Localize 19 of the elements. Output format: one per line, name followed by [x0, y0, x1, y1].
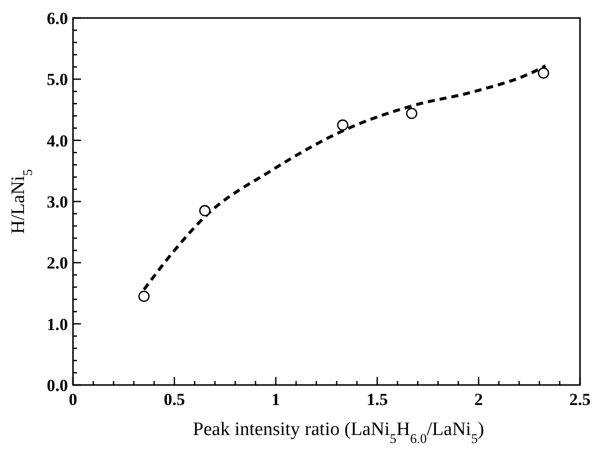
x-tick-label: 2 — [474, 390, 483, 409]
y-tick-label: 1.0 — [46, 314, 68, 334]
x-tick-label: 0.5 — [164, 390, 186, 409]
x-tick-label: 2.5 — [569, 390, 591, 409]
point — [199, 205, 210, 216]
x-tick-label: 1 — [272, 390, 280, 409]
y-tick-label: 5.0 — [46, 70, 68, 90]
x-tick-label: 1.5 — [366, 390, 388, 409]
point — [337, 119, 348, 131]
y-tick-label: 4.0 — [46, 131, 68, 150]
y-tick-label: 6.0 — [46, 9, 68, 28]
point — [138, 290, 150, 302]
x-tick-label: 0 — [68, 390, 78, 409]
y-tick-label: 0.0 — [46, 376, 68, 395]
point — [406, 108, 418, 120]
point — [538, 67, 550, 79]
y-tick-label: 3.0 — [46, 192, 68, 212]
y-tick-label: 2.0 — [46, 254, 68, 273]
x-axis-title: Peak intensity ratio (LaNi$_{5}$H$_{6.0}$/LaNi$_{5}$) — [192, 419, 484, 446]
